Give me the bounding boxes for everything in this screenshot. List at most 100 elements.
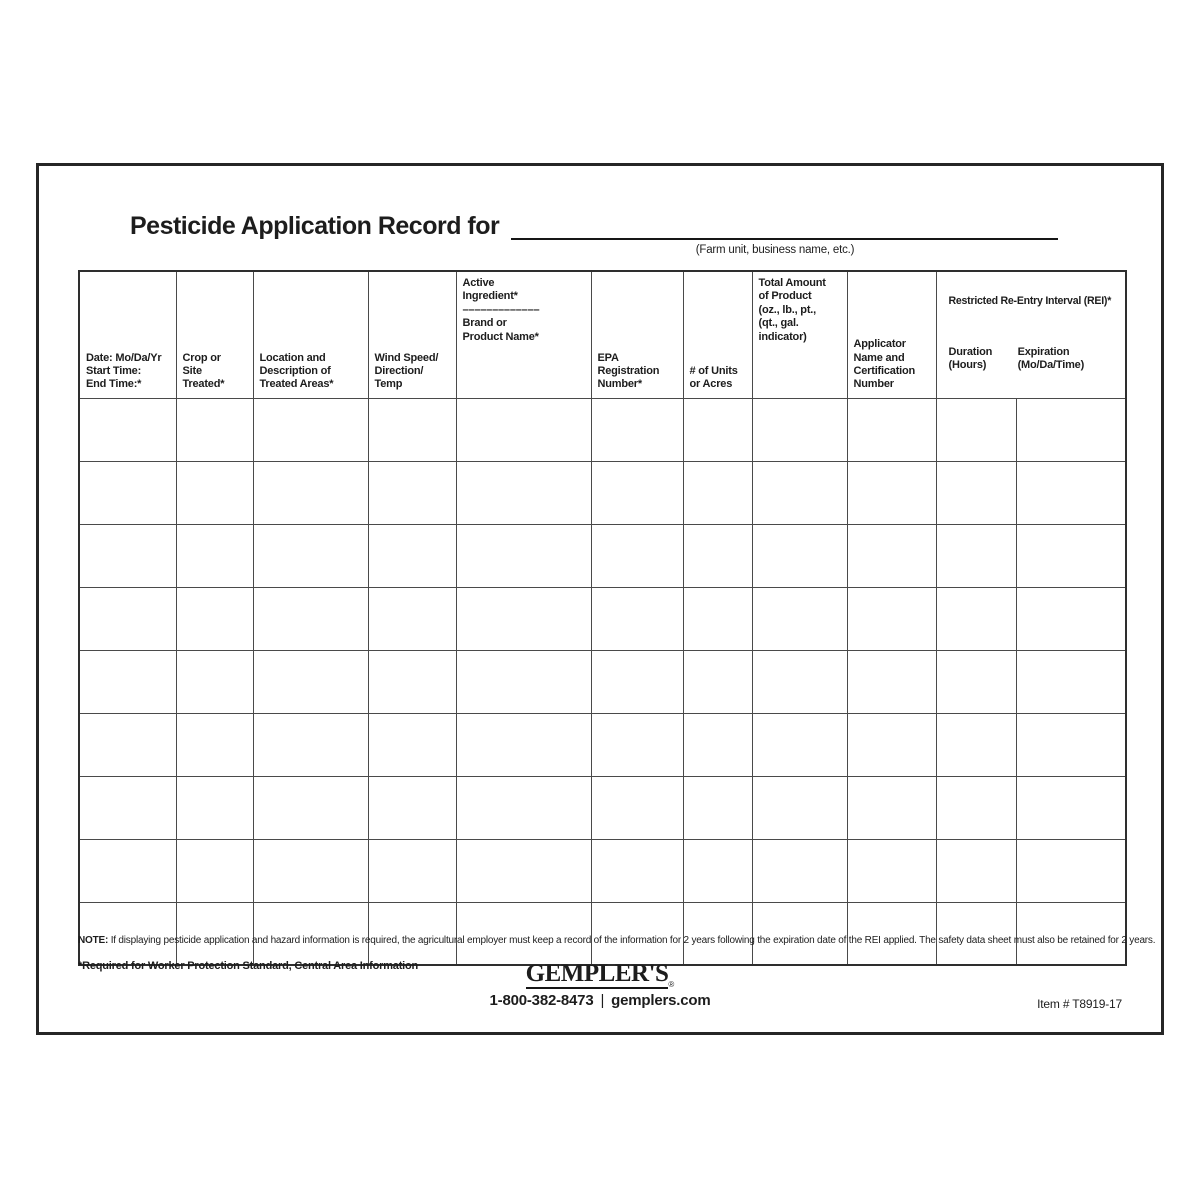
blank-line-caption: (Farm unit, business name, etc.) <box>695 244 855 256</box>
empty-cell <box>935 649 1017 714</box>
empty-cell <box>935 838 1017 903</box>
empty-cell <box>682 586 753 651</box>
empty-cell <box>1015 523 1127 588</box>
header-units: # of Units or Acres <box>682 270 753 399</box>
header-epa-number: EPA Registration Number* <box>590 270 684 399</box>
table-row <box>78 838 1127 903</box>
rei-group-title: Restricted Re-Entry Interval (REI)* <box>948 295 1112 308</box>
empty-cell <box>175 460 254 525</box>
empty-cell <box>682 460 753 525</box>
table-body <box>78 397 1127 966</box>
empty-cell <box>590 523 684 588</box>
empty-cell <box>175 586 254 651</box>
empty-cell <box>590 838 684 903</box>
empty-cell <box>682 712 753 777</box>
title-row: Pesticide Application Record for <box>130 212 1058 240</box>
empty-cell <box>367 397 457 462</box>
empty-cell <box>751 523 848 588</box>
empty-cell <box>367 649 457 714</box>
empty-cell <box>935 397 1017 462</box>
footer-note: NOTE: If displaying pesticide applicatio… <box>78 935 1156 946</box>
empty-cell <box>1015 586 1127 651</box>
empty-cell <box>1015 649 1127 714</box>
table-row <box>78 649 1127 714</box>
empty-cell <box>751 397 848 462</box>
empty-cell <box>590 460 684 525</box>
table-row <box>78 460 1127 525</box>
empty-cell <box>846 523 937 588</box>
empty-cell <box>367 460 457 525</box>
table-header: Date: Mo/Da/Yr Start Time: End Time:* Cr… <box>78 270 1127 399</box>
empty-cell <box>846 397 937 462</box>
contact-separator: | <box>600 992 605 1009</box>
rei-header-inner: Restricted Re-Entry Interval (REI)* Dura… <box>943 290 1120 378</box>
header-active-ingredient: Active Ingredient* ––––––––––––– Brand o… <box>455 270 592 399</box>
empty-cell <box>682 901 753 966</box>
brand-row: GEMPLER'S® <box>39 961 1161 989</box>
empty-cell <box>252 523 369 588</box>
empty-cell <box>175 775 254 840</box>
empty-cell <box>367 775 457 840</box>
empty-cell <box>682 775 753 840</box>
empty-cell <box>846 712 937 777</box>
empty-cell <box>367 838 457 903</box>
empty-cell <box>455 586 592 651</box>
header-location: Location and Description of Treated Area… <box>252 270 369 399</box>
empty-cell <box>367 523 457 588</box>
empty-cell <box>175 397 254 462</box>
empty-cell <box>455 460 592 525</box>
empty-cell <box>455 649 592 714</box>
empty-cell <box>252 775 369 840</box>
empty-cell <box>252 397 369 462</box>
empty-cell <box>175 838 254 903</box>
empty-cell <box>846 586 937 651</box>
empty-cell <box>455 712 592 777</box>
empty-cell <box>78 523 177 588</box>
empty-cell <box>252 649 369 714</box>
brand-name: GEMPLER'S <box>525 960 669 987</box>
empty-cell <box>252 712 369 777</box>
empty-cell <box>78 838 177 903</box>
gemplers-logo: GEMPLER'S <box>525 960 669 989</box>
header-wind: Wind Speed/ Direction/ Temp <box>367 270 457 399</box>
rei-subheaders: Duration (Hours) Expiration (Mo/Da/Time) <box>949 346 1114 373</box>
table-row <box>78 586 1127 651</box>
empty-cell <box>935 775 1017 840</box>
empty-cell <box>1015 712 1127 777</box>
empty-cell <box>1015 775 1127 840</box>
empty-cell <box>1015 838 1127 903</box>
item-number: Item # T8919-17 <box>1037 997 1122 1011</box>
website: gemplers.com <box>611 992 711 1009</box>
empty-cell <box>455 397 592 462</box>
empty-cell <box>78 586 177 651</box>
empty-cell <box>682 397 753 462</box>
phone-number: 1-800-382-8473 <box>489 992 594 1009</box>
empty-cell <box>935 712 1017 777</box>
required-note: *Required for Worker Protection Standard… <box>78 960 419 972</box>
note-label: NOTE: <box>78 935 109 946</box>
title-blank-line <box>511 214 1058 240</box>
empty-cell <box>846 838 937 903</box>
empty-cell <box>455 523 592 588</box>
empty-cell <box>175 649 254 714</box>
empty-cell <box>78 775 177 840</box>
empty-cell <box>682 523 753 588</box>
header-crop: Crop or Site Treated* <box>175 270 254 399</box>
empty-cell <box>175 712 254 777</box>
contact-row: 1-800-382-8473 | gemplers.com <box>39 992 1161 1009</box>
empty-cell <box>252 838 369 903</box>
empty-cell <box>78 397 177 462</box>
empty-cell <box>590 901 684 966</box>
empty-cell <box>935 586 1017 651</box>
empty-cell <box>846 460 937 525</box>
header-date: Date: Mo/Da/Yr Start Time: End Time:* <box>78 270 177 399</box>
empty-cell <box>252 901 369 966</box>
registered-trademark-icon: ® <box>668 980 675 989</box>
empty-cell <box>367 712 457 777</box>
header-total-amount: Total Amount of Product (oz., lb., pt., … <box>751 270 848 399</box>
empty-cell <box>751 649 848 714</box>
empty-cell <box>846 775 937 840</box>
empty-cell <box>252 586 369 651</box>
empty-cell <box>78 649 177 714</box>
